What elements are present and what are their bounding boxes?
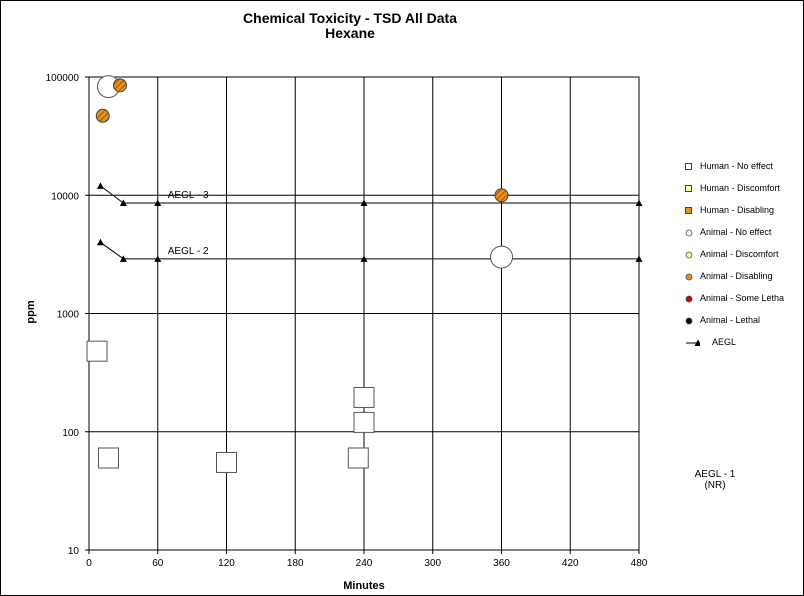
legend-circle <box>685 317 693 325</box>
x-tick-label: 240 <box>356 558 373 569</box>
y-tick-label: 100000 <box>46 73 80 84</box>
animal-disabling-marker <box>95 108 110 123</box>
legend-square <box>685 185 692 192</box>
legend-symbol <box>685 295 693 303</box>
human-no-effect-marker <box>353 411 375 433</box>
legend-symbol <box>685 207 692 214</box>
legend-label: Human - Discomfort <box>700 183 781 193</box>
x-tick-label: 300 <box>424 558 441 569</box>
aegl-1-nr: (NR) <box>704 480 726 491</box>
legend-circle <box>685 295 693 303</box>
legend-label: Human - No effect <box>700 161 773 171</box>
x-tick-label: 480 <box>631 558 648 569</box>
legend-label: Animal - Some Letha <box>700 293 785 303</box>
y-tick-label: 1000 <box>57 310 80 321</box>
legend-square <box>685 163 692 170</box>
legend-label: Human - Disabling <box>700 205 775 215</box>
aegl-point <box>96 182 104 189</box>
legend-label: AEGL <box>712 337 737 347</box>
legend-circle <box>685 273 693 281</box>
aegl-point <box>96 238 104 246</box>
x-tick-label: 120 <box>218 558 235 569</box>
x-tick-label: 360 <box>493 558 510 569</box>
aegl-point <box>635 255 643 262</box>
aegl-1-label: AEGL - 1 <box>694 469 736 480</box>
aegl-line-label: AEGL - 2 <box>168 246 209 257</box>
legend-square <box>685 207 692 214</box>
y-axis-label: ppm <box>25 300 37 323</box>
y-tick-label: 100 <box>62 428 79 439</box>
chart-title: Chemical Toxicity - TSD All Data <box>243 10 457 26</box>
animal-disabling-marker <box>494 188 509 203</box>
legend-symbol <box>685 273 693 281</box>
legend-symbol <box>686 339 700 346</box>
aegl-line-label: AEGL - 3 <box>168 190 209 201</box>
aegl-point <box>154 255 162 262</box>
human-no-effect-marker <box>353 386 375 408</box>
legend-label: Animal - No effect <box>700 227 772 237</box>
chart-subtitle: Hexane <box>325 25 375 41</box>
animal-disabling-marker <box>112 78 127 93</box>
legend-symbol <box>685 317 693 325</box>
aegl-point <box>119 255 127 262</box>
x-tick-label: 180 <box>287 558 304 569</box>
legend-symbol <box>685 229 693 237</box>
aegl-point <box>154 199 162 206</box>
legend-symbol <box>685 163 692 170</box>
x-tick-label: 0 <box>86 558 92 569</box>
aegl-point <box>119 199 127 206</box>
y-tick-label: 10000 <box>51 191 79 202</box>
aegl-point <box>635 199 643 206</box>
aegl-1-note: AEGL - 1 (NR) <box>690 469 740 491</box>
legend-circle <box>685 229 693 237</box>
x-tick-label: 60 <box>152 558 164 569</box>
legend-circle <box>685 251 693 259</box>
legend-label: Animal - Disabling <box>700 271 773 281</box>
human-no-effect-marker <box>97 447 119 469</box>
legend-aegl-triangle <box>694 339 700 346</box>
aegl-point <box>360 255 368 262</box>
human-no-effect-marker <box>347 447 369 469</box>
aegl-point <box>360 199 368 206</box>
legend-symbol <box>685 185 692 192</box>
x-tick-label: 420 <box>562 558 579 569</box>
animal-no-effect-marker <box>490 245 513 269</box>
legend-label: Animal - Lethal <box>700 315 761 325</box>
human-no-effect-marker <box>216 451 237 473</box>
legend-symbol <box>685 251 693 259</box>
x-axis-label: Minutes <box>343 580 385 592</box>
human-no-effect-marker <box>86 340 108 362</box>
legend-label: Animal - Discomfort <box>700 249 779 259</box>
y-tick-label: 10 <box>68 546 80 557</box>
